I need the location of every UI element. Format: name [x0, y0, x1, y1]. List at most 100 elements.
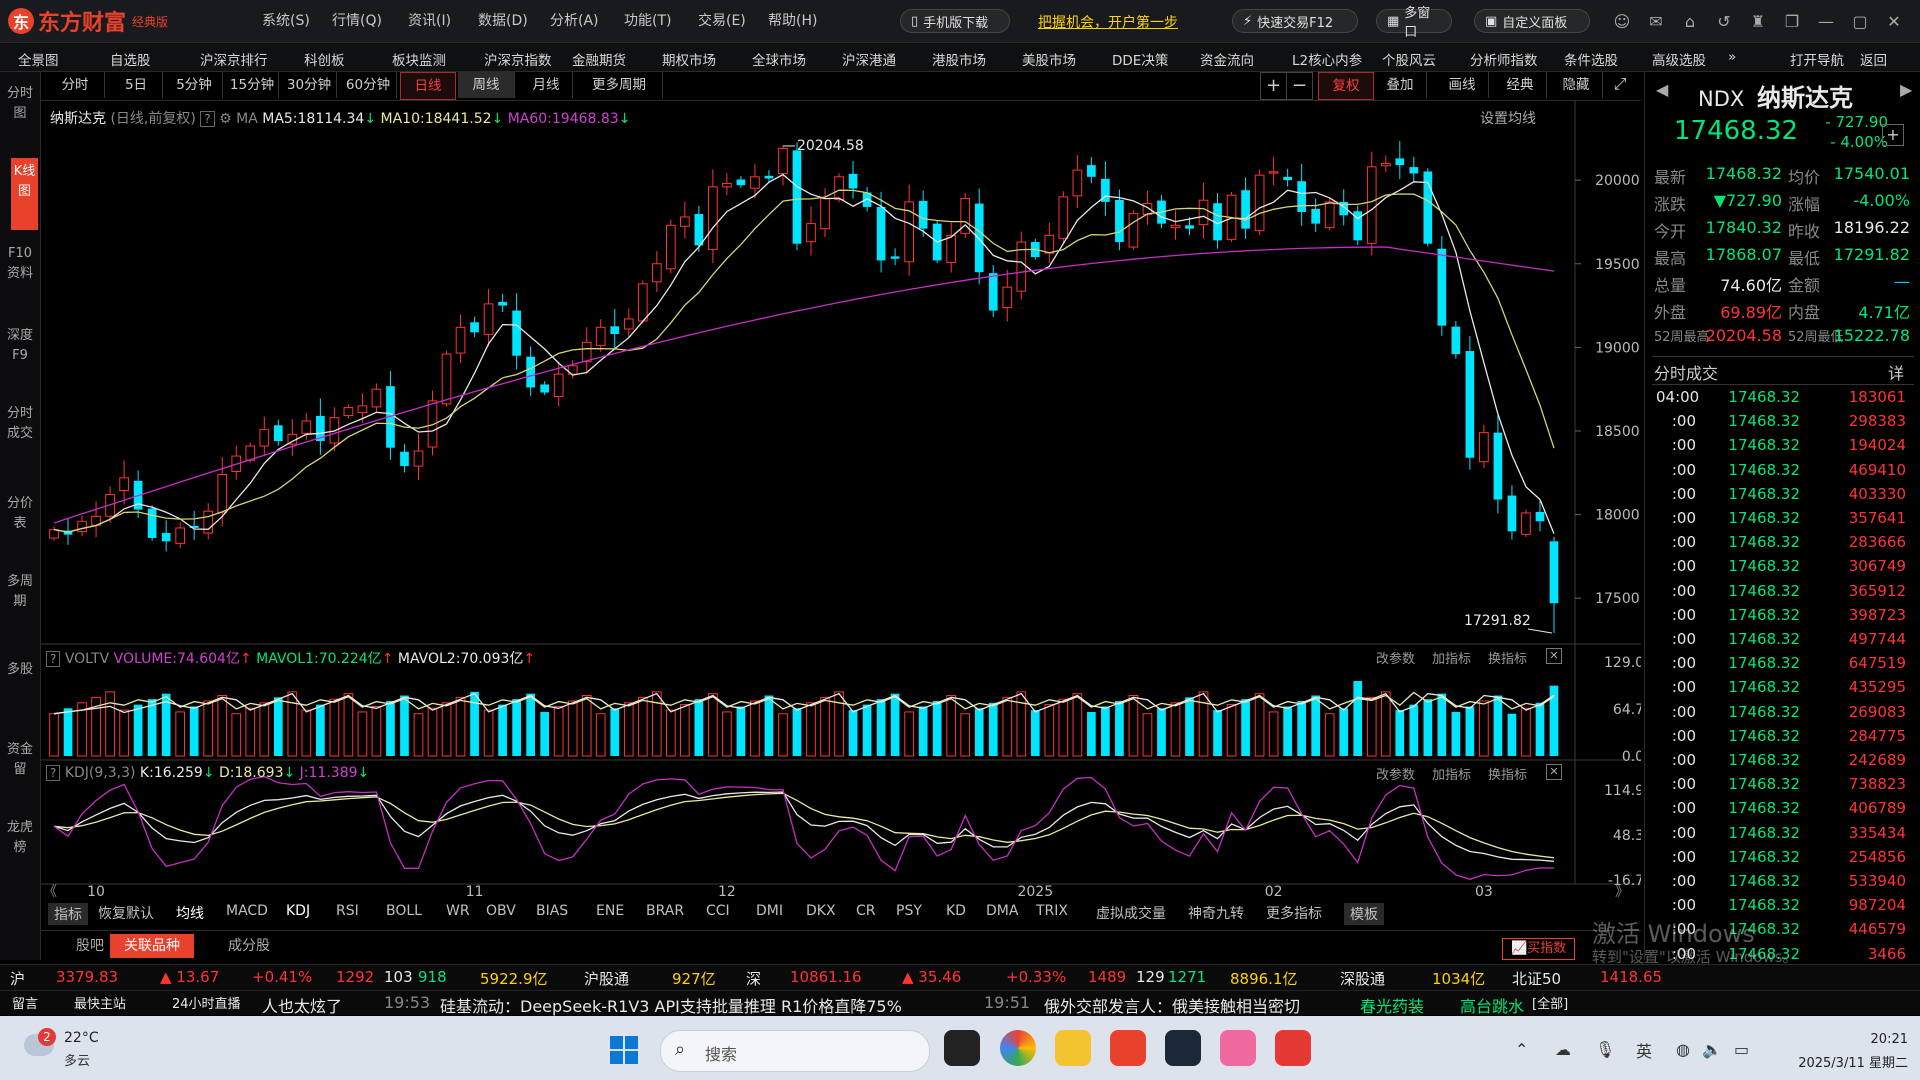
- indicator-tab[interactable]: BOLL: [386, 903, 422, 919]
- zoom-in-icon[interactable]: +: [1260, 72, 1287, 100]
- battery-icon[interactable]: ▭: [1734, 1040, 1750, 1059]
- mic-icon[interactable]: 🎙: [1595, 1040, 1616, 1059]
- indicator-tab[interactable]: KD: [946, 903, 966, 919]
- close-indicator-icon[interactable]: ✕: [1546, 648, 1562, 664]
- chart-tool-button[interactable]: 复权: [1318, 72, 1374, 100]
- next-stock-icon[interactable]: ▶: [1900, 80, 1913, 99]
- scroll-right-icon[interactable]: 》: [1615, 884, 1629, 900]
- news-item[interactable]: 留言: [12, 997, 39, 1012]
- indicator-tab[interactable]: BRAR: [646, 903, 685, 919]
- news-item[interactable]: 硅基流动：DeepSeek-R1V3 API支持批量推理 R1价格直降75%: [440, 997, 902, 1016]
- shirt-icon[interactable]: ♜: [1750, 12, 1766, 31]
- nav-item[interactable]: 金融期货: [572, 53, 626, 69]
- cloud-icon[interactable]: ☁: [1555, 1040, 1571, 1059]
- menu-item[interactable]: 资讯(I): [408, 13, 452, 29]
- folder-icon[interactable]: [1055, 1030, 1091, 1066]
- kdj-help-icon[interactable]: ?: [46, 765, 61, 781]
- period-button[interactable]: 日线: [400, 72, 456, 100]
- indicator-tab[interactable]: RSI: [336, 903, 359, 919]
- tray-chevron-icon[interactable]: ⌃: [1515, 1040, 1529, 1059]
- news-item[interactable]: 最快主站: [74, 997, 127, 1012]
- mobile-download-button[interactable]: ▯ 手机版下载: [900, 9, 1010, 33]
- sidebar-item[interactable]: 龙虎榜: [6, 820, 33, 855]
- news-item[interactable]: [全部]: [1532, 997, 1569, 1012]
- indicator-action-2[interactable]: 换指标: [1488, 652, 1528, 667]
- user-icon[interactable]: ☺: [1613, 12, 1631, 31]
- start-icon[interactable]: [610, 1036, 638, 1064]
- nav-item[interactable]: 资金流向: [1200, 53, 1254, 69]
- news-item[interactable]: 俄外交部发言人：俄美接触相当密切: [1044, 997, 1301, 1016]
- indicator-tab[interactable]: BIAS: [536, 903, 569, 919]
- close-indicator-icon[interactable]: ✕: [1546, 764, 1562, 780]
- indicator-tab[interactable]: TRIX: [1036, 903, 1068, 919]
- sidebar-item[interactable]: 多股: [6, 662, 33, 677]
- period-button[interactable]: 月线: [520, 72, 573, 98]
- sidebar-item[interactable]: 多周期: [6, 574, 33, 609]
- indicator-tab[interactable]: DMI: [756, 903, 783, 919]
- sidebar-item[interactable]: 分时图: [6, 86, 33, 121]
- nav-item[interactable]: 期权市场: [662, 53, 716, 69]
- mail-icon[interactable]: ✉: [1649, 12, 1663, 31]
- nav-item[interactable]: 返回: [1860, 53, 1887, 69]
- bottom-tab[interactable]: 股吧: [76, 938, 104, 954]
- news-item[interactable]: 19:51: [984, 993, 1031, 1012]
- status-hgt-label[interactable]: 沪股通: [584, 970, 630, 988]
- network-icon[interactable]: ◍: [1676, 1040, 1690, 1059]
- news-item[interactable]: 高台跳水: [1460, 997, 1525, 1016]
- indicator-action-0[interactable]: 改参数: [1376, 768, 1416, 783]
- indicator-tab[interactable]: WR: [446, 903, 470, 919]
- bottom-tab[interactable]: 关联品种: [110, 934, 194, 958]
- nav-item[interactable]: 全球市场: [752, 53, 806, 69]
- news-item[interactable]: 19:53: [384, 993, 431, 1012]
- multi-window-button[interactable]: ▦ 多窗口: [1376, 6, 1452, 40]
- news-item[interactable]: 人也太炫了: [262, 997, 343, 1016]
- nav-item[interactable]: 沪深京排行: [200, 53, 268, 69]
- chrome-icon[interactable]: [1000, 1030, 1036, 1066]
- close-icon[interactable]: ✕: [1887, 12, 1901, 31]
- sidebar-item[interactable]: F10资料: [6, 246, 33, 281]
- kline-chart[interactable]: 20000.0 19500.0 19000.0 18500.0 18000.0 17500…: [41, 100, 1641, 900]
- fullscreen-icon[interactable]: ⤢: [1613, 74, 1627, 93]
- nav-item[interactable]: 打开导航: [1790, 53, 1844, 69]
- indicator-tab[interactable]: 指标: [48, 903, 88, 925]
- indicator-tab[interactable]: MACD: [226, 903, 268, 919]
- indicator-tab[interactable]: PSY: [896, 903, 922, 919]
- sidebar-item[interactable]: 深度F9: [6, 328, 33, 363]
- menu-item[interactable]: 行情(Q): [332, 13, 382, 29]
- help-icon[interactable]: ?: [200, 111, 215, 127]
- nav-item[interactable]: 个股风云: [1382, 53, 1436, 69]
- nav-item[interactable]: 美股市场: [1022, 53, 1076, 69]
- menu-item[interactable]: 功能(T): [624, 13, 672, 29]
- volume-icon[interactable]: 🔈: [1702, 1040, 1722, 1059]
- eastmoney-icon[interactable]: [1110, 1030, 1146, 1066]
- clock-time[interactable]: 20:21: [1870, 1032, 1908, 1047]
- indicator-tab[interactable]: KDJ: [286, 903, 311, 919]
- status-sz-label[interactable]: 深: [746, 970, 762, 988]
- period-button[interactable]: 更多周期: [576, 72, 663, 98]
- status-bz-label[interactable]: 北证50: [1512, 970, 1562, 988]
- promo-link[interactable]: 把握机会，开户第一步: [1038, 15, 1178, 31]
- ma-settings-link[interactable]: 设置均线: [1480, 111, 1536, 127]
- indicator-action-1[interactable]: 加指标: [1432, 652, 1472, 667]
- sidebar-item[interactable]: K线图: [11, 158, 38, 230]
- indicator-action-0[interactable]: 改参数: [1376, 652, 1416, 667]
- ticks-detail-button[interactable]: 详: [1888, 364, 1905, 383]
- indicator-tab[interactable]: DMA: [986, 903, 1019, 919]
- nav-item[interactable]: 港股市场: [932, 53, 986, 69]
- menu-item[interactable]: 数据(D): [478, 13, 528, 29]
- restore-icon[interactable]: ❐: [1784, 12, 1800, 31]
- status-sh-label[interactable]: 沪: [10, 970, 26, 988]
- indicator-action-2[interactable]: 换指标: [1488, 768, 1528, 783]
- task-view-icon[interactable]: [944, 1030, 980, 1066]
- sidebar-item[interactable]: 分价表: [6, 496, 33, 531]
- indicator-tab[interactable]: 更多指标: [1266, 906, 1322, 922]
- sidebar-item[interactable]: 分时成交: [6, 406, 33, 441]
- steam-icon[interactable]: [1165, 1030, 1201, 1066]
- volume-help-icon[interactable]: ?: [46, 651, 61, 667]
- status-sgt-label[interactable]: 深股通: [1340, 970, 1386, 988]
- menu-item[interactable]: 分析(A): [550, 13, 599, 29]
- indicator-action-1[interactable]: 加指标: [1432, 768, 1472, 783]
- indicator-tab[interactable]: ENE: [596, 903, 625, 919]
- period-button[interactable]: 5日: [110, 72, 163, 98]
- settings-gear-icon[interactable]: ⚙: [219, 111, 232, 127]
